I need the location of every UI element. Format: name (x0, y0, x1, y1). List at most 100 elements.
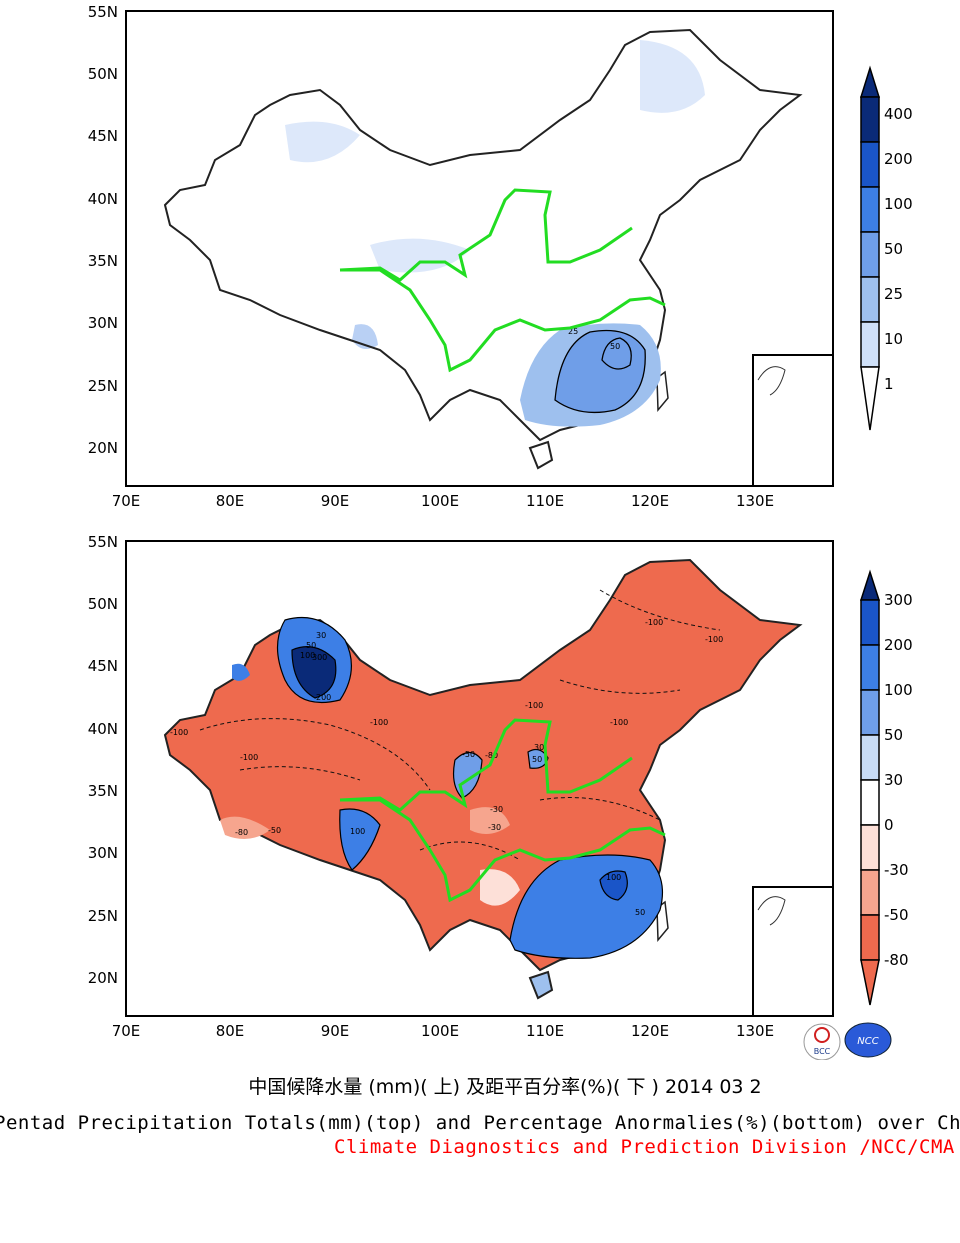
svg-text:80E: 80E (216, 492, 245, 510)
svg-text:30: 30 (534, 743, 544, 752)
top-yellow-river (339, 188, 633, 282)
svg-text:50N: 50N (88, 595, 118, 613)
svg-text:110E: 110E (526, 492, 564, 510)
svg-text:20N: 20N (88, 439, 118, 457)
top-light-precip-area (640, 40, 705, 113)
svg-text:110E: 110E (526, 1022, 564, 1040)
svg-text:1: 1 (884, 375, 894, 393)
bottom-south-china-sea-inset (752, 886, 834, 1017)
svg-text:-30: -30 (488, 823, 501, 832)
bcc-logo: BCC (803, 1023, 841, 1060)
svg-text:80E: 80E (216, 1022, 245, 1040)
svg-text:NCC: NCC (857, 1036, 878, 1047)
svg-text:-30: -30 (490, 805, 503, 814)
bottom-surplus-xinjiang-core (291, 646, 337, 699)
top-inset-coast (757, 366, 786, 396)
bottom-x-axis: 70E 80E 90E 100E 110E 120E 130E (112, 1022, 774, 1040)
svg-text:100E: 100E (421, 1022, 459, 1040)
svg-text:120E: 120E (631, 1022, 669, 1040)
svg-text:25N: 25N (88, 377, 118, 395)
svg-text:400: 400 (884, 105, 913, 123)
svg-text:100E: 100E (421, 492, 459, 510)
svg-text:-100: -100 (645, 618, 663, 627)
top-contour-label: 25 (568, 327, 578, 336)
top-china-outline (163, 28, 803, 442)
svg-text:30N: 30N (88, 314, 118, 332)
svg-text:-100: -100 (610, 718, 628, 727)
bottom-light-deficit-patch (470, 807, 510, 834)
bottom-surplus-small (232, 663, 250, 681)
svg-text:50: 50 (306, 641, 316, 650)
svg-text:200: 200 (884, 636, 913, 654)
svg-text:45N: 45N (88, 657, 118, 675)
bottom-y-axis: 55N 50N 45N 40N 35N 30N 25N 20N (88, 533, 118, 987)
svg-text:30N: 30N (88, 844, 118, 862)
svg-text:10: 10 (884, 330, 903, 348)
svg-text:70E: 70E (112, 1022, 141, 1040)
svg-text:55N: 55N (88, 533, 118, 551)
top-yangtze-river (340, 268, 666, 373)
svg-text:50: 50 (884, 240, 903, 258)
bottom-yangtze-river (340, 798, 666, 903)
top-contour-label: 50 (610, 342, 620, 351)
svg-text:0: 0 (884, 816, 894, 834)
bottom-light-deficit-patch (480, 869, 520, 906)
top-south-china-sea-inset (752, 354, 834, 487)
svg-text:100: 100 (300, 651, 315, 660)
svg-text:-100: -100 (525, 701, 543, 710)
svg-text:50: 50 (635, 908, 645, 917)
top-x-axis: 70E 80E 90E 100E 110E 120E 130E (112, 492, 774, 510)
svg-text:300: 300 (884, 591, 913, 609)
svg-text:25: 25 (884, 285, 903, 303)
svg-text:100: 100 (884, 681, 913, 699)
svg-text:100: 100 (884, 195, 913, 213)
bottom-surplus-tibet (339, 808, 381, 871)
caption-division: Climate Diagnostics and Prediction Divis… (334, 1136, 955, 1158)
svg-text:20N: 20N (88, 969, 118, 987)
svg-text:-50: -50 (462, 750, 475, 759)
svg-text:300: 300 (312, 653, 327, 662)
svg-text:-100: -100 (370, 718, 388, 727)
svg-text:-50: -50 (268, 826, 281, 835)
top-y-axis: 55N 50N 45N 40N 35N 30N 25N 20N (88, 3, 118, 457)
svg-text:130E: 130E (736, 1022, 774, 1040)
svg-text:-80: -80 (884, 951, 909, 969)
bottom-contour-labels: -100 -100 -100 -100 -100 -80 -50 -30 30 … (170, 618, 723, 917)
top-taiwan-island (656, 370, 669, 412)
svg-text:25N: 25N (88, 907, 118, 925)
svg-text:40N: 40N (88, 720, 118, 738)
bottom-hainan-island (528, 970, 554, 1000)
svg-text:130E: 130E (736, 492, 774, 510)
bottom-taiwan-island (656, 900, 669, 942)
bottom-colorbar: 300 200 100 50 30 0 -30 -50 -80 (859, 569, 913, 1006)
bottom-inset-coast (757, 896, 786, 926)
svg-text:90E: 90E (321, 492, 350, 510)
svg-text:BCC: BCC (814, 1047, 831, 1056)
svg-text:100: 100 (606, 873, 621, 882)
top-colorbar: 400 200 100 50 25 10 1 (859, 65, 913, 431)
svg-text:50N: 50N (88, 65, 118, 83)
top-plot-frame (125, 10, 834, 487)
svg-text:35N: 35N (88, 782, 118, 800)
svg-text:40N: 40N (88, 190, 118, 208)
caption-chinese: 中国候降水量 (mm)( 上) 及距平百分率(%)( 下 ) 2014 03 2 (248, 1076, 762, 1098)
ncc-logo: NCC (844, 1022, 892, 1058)
top-contour-50 (601, 337, 632, 370)
svg-text:120E: 120E (631, 492, 669, 510)
bottom-surplus-shanxi (527, 748, 549, 769)
bottom-yellow-river (339, 718, 633, 812)
svg-text:30: 30 (316, 631, 326, 640)
top-map-panel: 25 50 55N 50N 45N 40N 35N 30N 25N 20N 70… (88, 3, 913, 510)
svg-text:-30: -30 (884, 861, 909, 879)
svg-text:-100: -100 (240, 753, 258, 762)
svg-text:50: 50 (532, 755, 542, 764)
svg-text:55N: 55N (88, 3, 118, 21)
svg-text:-80: -80 (235, 828, 248, 837)
svg-text:200: 200 (884, 150, 913, 168)
svg-text:70E: 70E (112, 492, 141, 510)
bottom-surplus-south-core (599, 870, 628, 901)
top-light-precip-area (370, 238, 470, 273)
top-light-precip-area (285, 121, 360, 163)
svg-text:-80: -80 (485, 751, 498, 760)
svg-text:45N: 45N (88, 127, 118, 145)
